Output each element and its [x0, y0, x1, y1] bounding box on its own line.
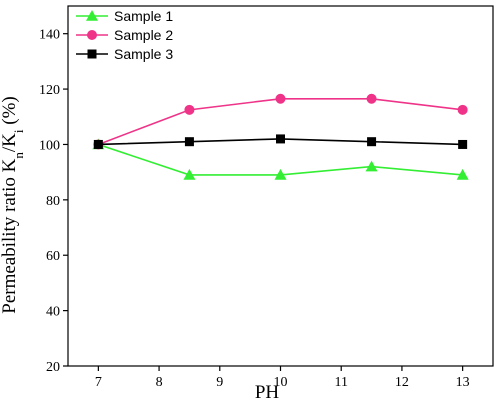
legend: Sample 1 Sample 2 Sample 3 [76, 8, 173, 62]
x-axis-title: PH [255, 382, 280, 403]
series-layer [92, 93, 469, 180]
x-tick-label: 7 [95, 375, 102, 390]
sample-3-series [93, 134, 468, 149]
x-tick-label: 11 [334, 375, 347, 390]
sample-2-point [457, 104, 468, 115]
x-tick-label: 10 [274, 375, 288, 390]
legend-item-sample-2: Sample 2 [76, 27, 173, 43]
y-tick-label: 20 [46, 360, 60, 375]
y-axis-title-prefix: Permeability ratio K [0, 158, 20, 313]
y-axis-title-mid: /K [0, 133, 20, 152]
y-axis-title: Permeability ratio Kn/Ki (%) [0, 96, 26, 314]
y-tick-label: 40 [46, 305, 60, 320]
y-axis-title-suffix: (%) [0, 96, 20, 129]
x-tick-label: 8 [156, 375, 163, 390]
axes: 7 8 9 10 11 12 13 20 40 60 80 100 120 140 [39, 5, 494, 390]
sample-3-point [458, 139, 468, 149]
sample-2-point [275, 93, 286, 104]
sample-1-point [365, 160, 378, 172]
y-axis-title-sub-i: i [11, 129, 26, 133]
legend-marker [87, 49, 97, 59]
sample-1-point [183, 168, 196, 180]
legend-label: Sample 3 [114, 46, 173, 62]
sample-3-point [276, 134, 285, 144]
y-tick-label: 120 [39, 83, 60, 98]
y-axis-title-sub-n: n [11, 152, 26, 159]
y-tick-label: 140 [39, 28, 60, 43]
legend-marker [87, 30, 97, 40]
sample-1-series [92, 138, 469, 180]
sample-1-point [274, 168, 287, 180]
sample-3-point [93, 139, 103, 149]
sample-1-point [456, 168, 469, 180]
x-tick-label: 12 [395, 375, 409, 390]
x-tick-label: 9 [216, 375, 223, 390]
legend-label: Sample 2 [114, 27, 173, 43]
sample-3-point [184, 137, 194, 147]
sample-3-point [367, 137, 377, 147]
y-tick-label: 100 [39, 138, 60, 153]
y-tick-label: 60 [46, 249, 60, 264]
y-tick-label: 80 [46, 194, 60, 209]
legend-label: Sample 1 [114, 8, 173, 24]
sample-2-point [184, 104, 195, 115]
x-tick-label: 13 [456, 375, 470, 390]
legend-marker [86, 10, 98, 21]
legend-item-sample-3: Sample 3 [76, 46, 173, 62]
legend-item-sample-1: Sample 1 [76, 8, 173, 24]
sample-2-point [366, 93, 377, 104]
